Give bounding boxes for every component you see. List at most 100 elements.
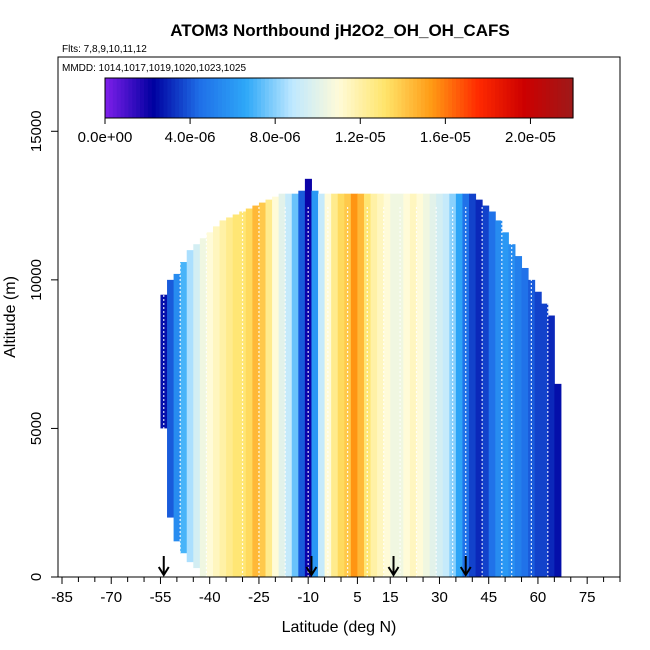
curtain-column-38 xyxy=(409,193,417,577)
curtain-column-57 xyxy=(534,291,542,577)
colorbar-segment-96 xyxy=(479,78,484,118)
curtain-column-50 xyxy=(488,211,496,577)
curtain-column-5 xyxy=(193,244,201,569)
colorbar-segment-20 xyxy=(183,78,188,118)
flight-profiles xyxy=(163,205,549,577)
colorbar-segment-112 xyxy=(541,78,547,118)
colorbar-segment-90 xyxy=(456,78,461,118)
curtain-column-29 xyxy=(350,193,358,577)
colorbar-segment-0 xyxy=(105,78,110,118)
arrow-marker-2 xyxy=(387,556,400,577)
curtain-column-17 xyxy=(272,196,280,577)
curtain-column-27 xyxy=(337,193,345,577)
colorbar-segment-77 xyxy=(405,78,410,118)
curtain-column-18 xyxy=(278,193,286,577)
arrow-head-3 xyxy=(459,566,472,577)
colorbar-segment-104 xyxy=(510,78,516,118)
colorbar-segment-35 xyxy=(241,78,246,118)
curtain-column-40 xyxy=(423,193,431,577)
colorbar-segment-97 xyxy=(483,78,488,118)
colorbar-segment-109 xyxy=(530,78,535,118)
colorbar-segment-45 xyxy=(280,78,285,118)
curtain-column-32 xyxy=(370,193,378,577)
curtain-column-60 xyxy=(554,383,562,577)
curtain-column-44 xyxy=(449,193,457,577)
colorbar-segment-78 xyxy=(409,78,414,118)
colorbar-segment-99 xyxy=(491,78,496,118)
colorbar-segment-6 xyxy=(128,78,133,118)
curtain-column-12 xyxy=(239,211,247,577)
colorbar-segment-52 xyxy=(307,78,313,118)
colorbar-segment-65 xyxy=(358,78,363,118)
arrow-head-0 xyxy=(157,566,170,577)
colorbar-segment-51 xyxy=(303,78,309,118)
curtain-column-22 xyxy=(304,178,312,578)
colorbar-segment-37 xyxy=(249,78,254,118)
curtain-column-28 xyxy=(344,193,352,577)
x-tick-label-6: 5 xyxy=(353,589,361,606)
colorbar-segment-19 xyxy=(179,78,184,118)
colorbar-segment-36 xyxy=(245,78,250,118)
colorbar-segment-91 xyxy=(459,78,465,118)
curtain-column-30 xyxy=(357,193,365,577)
colorbar-segment-98 xyxy=(487,78,492,118)
colorbar-segment-28 xyxy=(214,78,219,118)
colorbar-segment-72 xyxy=(385,78,391,118)
curtain-column-9 xyxy=(219,220,227,577)
colorbar-segment-15 xyxy=(163,78,168,118)
colorbar-segment-1 xyxy=(108,78,114,118)
colorbar-tick-label-0: 0.0e+00 xyxy=(78,129,133,146)
colorbar-segment-49 xyxy=(296,78,301,118)
curtain-column-15 xyxy=(258,202,267,577)
colorbar-segment-38 xyxy=(253,78,258,118)
colorbar-segment-26 xyxy=(206,78,211,118)
curtain-column-19 xyxy=(285,193,293,577)
colorbar-segment-27 xyxy=(210,78,215,118)
colorbar-segment-73 xyxy=(389,78,395,118)
colorbar-segment-110 xyxy=(534,78,539,118)
colorbar-segment-10 xyxy=(144,78,149,118)
colorbar-tick-label-3: 1.2e-05 xyxy=(335,129,386,146)
colorbar-segment-75 xyxy=(397,78,402,118)
colorbar-segment-108 xyxy=(526,78,531,118)
colorbar-segment-114 xyxy=(549,78,555,118)
colorbar-segment-53 xyxy=(311,78,317,118)
colorbar-segment-71 xyxy=(381,78,387,118)
colorbar-segment-54 xyxy=(315,78,321,118)
curtain-column-20 xyxy=(291,193,299,577)
x-tick-label-4: -25 xyxy=(248,589,270,606)
x-tick-label-10: 60 xyxy=(530,589,547,606)
colorbar-segment-69 xyxy=(374,78,379,118)
colorbar-segment-42 xyxy=(268,78,274,118)
colorbar-segment-32 xyxy=(229,78,235,118)
colorbar-segment-86 xyxy=(440,78,445,118)
colorbar-segment-66 xyxy=(362,78,367,118)
colorbar-segment-107 xyxy=(522,78,527,118)
colorbar-segment-41 xyxy=(264,78,270,118)
dates-label: MMDD: 1014,1017,1019,1020,1023,1025 xyxy=(62,63,246,74)
curtain-column-47 xyxy=(469,193,477,577)
colorbar-segment-14 xyxy=(159,78,165,118)
colorbar-segment-8 xyxy=(136,78,141,118)
colorbar-segment-39 xyxy=(257,78,262,118)
colorbar-segment-48 xyxy=(292,78,297,118)
curtain-column-39 xyxy=(416,193,424,577)
colorbar-segment-47 xyxy=(288,78,293,118)
arrow-marker-1 xyxy=(305,556,318,577)
colorbar-segment-82 xyxy=(424,78,430,118)
colorbar-segment-40 xyxy=(261,78,266,118)
curtain-column-51 xyxy=(495,220,503,577)
curtain-column-55 xyxy=(521,267,529,577)
arrow-marker-0 xyxy=(157,556,170,577)
curtain-column-25 xyxy=(324,193,332,577)
curtain-column-36 xyxy=(396,193,404,577)
colorbar-segment-9 xyxy=(140,78,145,118)
colorbar-segment-88 xyxy=(448,78,453,118)
x-tick-label-8: 30 xyxy=(431,589,448,606)
x-tick-label-0: -85 xyxy=(51,589,73,606)
x-tick-label-2: -55 xyxy=(150,589,172,606)
colorbar-segment-67 xyxy=(366,78,371,118)
colorbar-segment-12 xyxy=(151,78,157,118)
x-tick-label-7: 15 xyxy=(382,589,399,606)
